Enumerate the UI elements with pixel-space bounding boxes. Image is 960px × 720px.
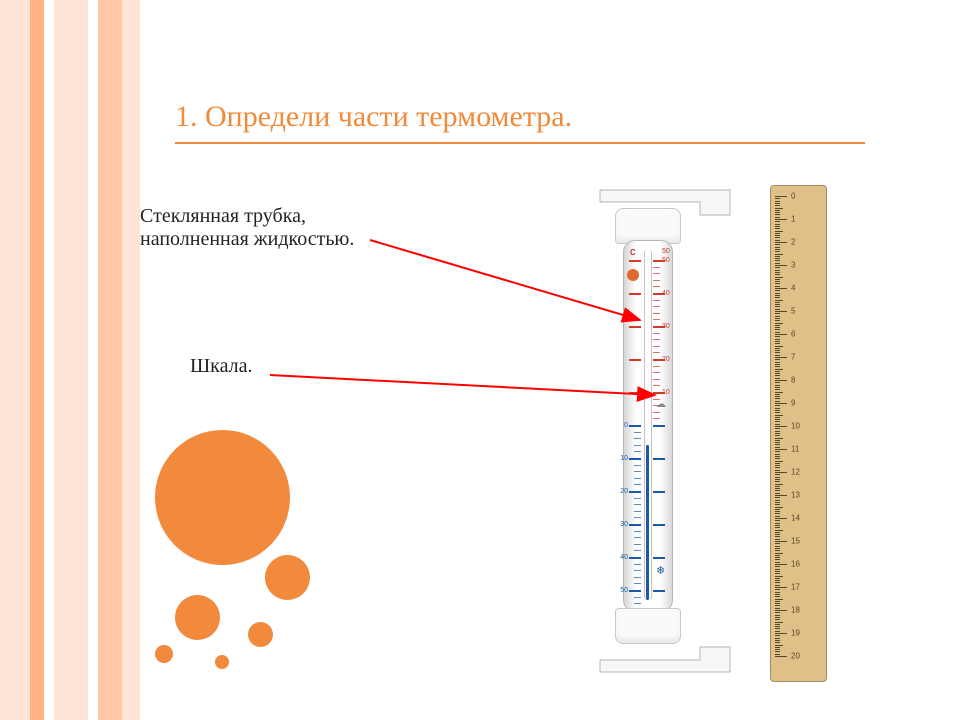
thermometer-liquid: [646, 445, 649, 600]
circle-ornament: [265, 555, 310, 600]
thermometer-cap-top: [615, 208, 681, 244]
label-glass-tube: Стеклянная трубка, наполненная жидкостью…: [140, 205, 354, 251]
ruler: 01234567891011121314151617181920: [770, 185, 827, 682]
thermometer-mount-bottom: [580, 622, 710, 682]
slide-title-wrap: 1. Определи части термометра.: [175, 100, 895, 144]
circle-ornament: [155, 430, 290, 565]
thermometer: C 50 5040302010☁ 01020304050❄: [570, 190, 730, 670]
thermometer-top-label: 50: [662, 248, 670, 255]
circle-ornament: [215, 655, 229, 669]
circle-ornament: [175, 595, 220, 640]
label-glass-tube-line1: Стеклянная трубка,: [140, 205, 306, 227]
thermometer-c-symbol: C: [630, 248, 636, 257]
slide-title: 1. Определи части термометра.: [175, 100, 865, 144]
label-scale: Шкала.: [190, 355, 253, 378]
slide: 1. Определи части термометра. Стеклянная…: [0, 0, 960, 720]
circle-ornament: [248, 622, 273, 647]
circle-ornament: [155, 645, 173, 663]
background-stripes: [0, 0, 140, 720]
ruler-scale: 01234567891011121314151617181920: [775, 196, 820, 671]
label-glass-tube-line2: наполненная жидкостью.: [140, 228, 354, 250]
